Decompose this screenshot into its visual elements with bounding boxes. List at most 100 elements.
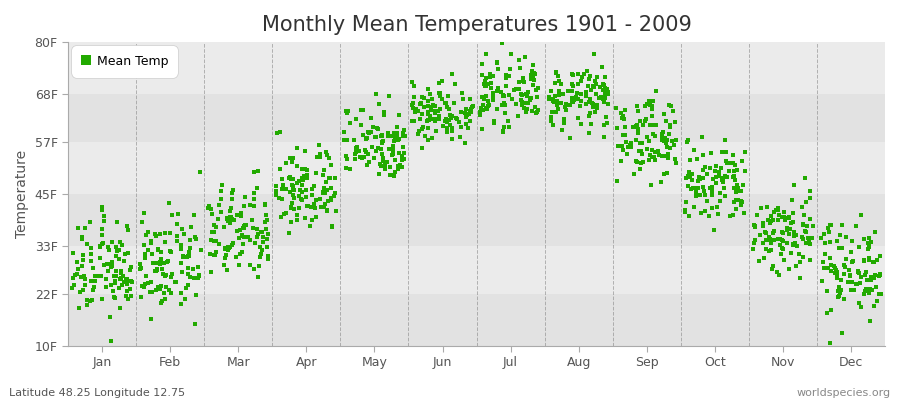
- Point: [415, 111, 429, 117]
- Point: [687, 204, 701, 211]
- Point: [549, 109, 563, 115]
- Point: [254, 229, 268, 236]
- Point: [662, 121, 677, 128]
- Point: [374, 140, 389, 146]
- Point: [104, 239, 119, 245]
- Point: [775, 214, 789, 220]
- Point: [772, 272, 787, 278]
- Point: [609, 105, 624, 111]
- Point: [459, 120, 473, 127]
- Point: [139, 273, 153, 279]
- Point: [698, 164, 712, 170]
- Point: [708, 174, 723, 180]
- Point: [542, 96, 556, 102]
- Point: [465, 103, 480, 110]
- Point: [577, 70, 591, 77]
- Point: [421, 125, 436, 131]
- Point: [834, 330, 849, 337]
- Point: [189, 236, 203, 242]
- Point: [659, 118, 673, 124]
- Point: [831, 288, 845, 294]
- Point: [269, 130, 284, 136]
- Point: [505, 96, 519, 103]
- Point: [425, 134, 439, 141]
- Point: [730, 182, 744, 188]
- Point: [796, 204, 810, 210]
- Point: [117, 279, 131, 285]
- Point: [397, 127, 411, 133]
- Point: [615, 115, 629, 121]
- Point: [391, 163, 405, 169]
- Point: [727, 168, 742, 174]
- Point: [698, 208, 712, 214]
- Point: [337, 136, 351, 143]
- Point: [348, 156, 363, 162]
- Point: [285, 192, 300, 198]
- Point: [661, 154, 675, 161]
- Point: [209, 224, 223, 230]
- Point: [708, 180, 723, 186]
- Point: [86, 286, 101, 293]
- Point: [230, 228, 245, 234]
- Point: [382, 145, 396, 152]
- Point: [619, 150, 634, 157]
- Point: [787, 229, 801, 236]
- Point: [349, 116, 364, 122]
- Point: [752, 258, 766, 264]
- Point: [803, 240, 817, 247]
- Point: [849, 281, 863, 287]
- Point: [527, 76, 542, 83]
- Point: [551, 105, 565, 112]
- Point: [479, 51, 493, 57]
- Point: [501, 92, 516, 98]
- Point: [487, 120, 501, 126]
- Point: [319, 149, 333, 156]
- Point: [290, 163, 304, 169]
- Point: [696, 184, 710, 190]
- Point: [580, 93, 594, 99]
- Point: [286, 176, 301, 182]
- Point: [405, 118, 419, 124]
- Point: [784, 250, 798, 256]
- Point: [144, 240, 158, 246]
- Point: [719, 173, 733, 180]
- Point: [779, 240, 794, 246]
- Point: [234, 210, 248, 216]
- Point: [491, 66, 505, 72]
- Point: [294, 197, 309, 203]
- Point: [589, 109, 603, 115]
- Point: [274, 186, 289, 192]
- Point: [80, 301, 94, 308]
- Point: [453, 134, 467, 140]
- Point: [109, 273, 123, 279]
- Point: [257, 201, 272, 207]
- Point: [507, 86, 521, 93]
- Point: [385, 147, 400, 154]
- Point: [432, 90, 446, 96]
- Point: [125, 278, 140, 285]
- Point: [584, 121, 598, 127]
- Point: [114, 270, 129, 276]
- Point: [290, 180, 304, 186]
- Point: [518, 109, 533, 116]
- Point: [253, 244, 267, 250]
- Point: [94, 206, 109, 213]
- Point: [696, 166, 710, 173]
- Point: [473, 105, 488, 111]
- Point: [187, 212, 202, 218]
- Point: [680, 137, 695, 144]
- Point: [290, 217, 304, 223]
- Point: [494, 89, 508, 96]
- Point: [499, 83, 513, 89]
- Point: [220, 216, 234, 222]
- Point: [774, 245, 788, 251]
- Point: [764, 213, 778, 219]
- Point: [616, 114, 630, 121]
- Point: [418, 133, 432, 139]
- Point: [120, 276, 134, 282]
- Point: [647, 122, 662, 128]
- Point: [683, 186, 698, 192]
- Point: [376, 158, 391, 165]
- Point: [238, 222, 252, 228]
- Point: [760, 237, 774, 244]
